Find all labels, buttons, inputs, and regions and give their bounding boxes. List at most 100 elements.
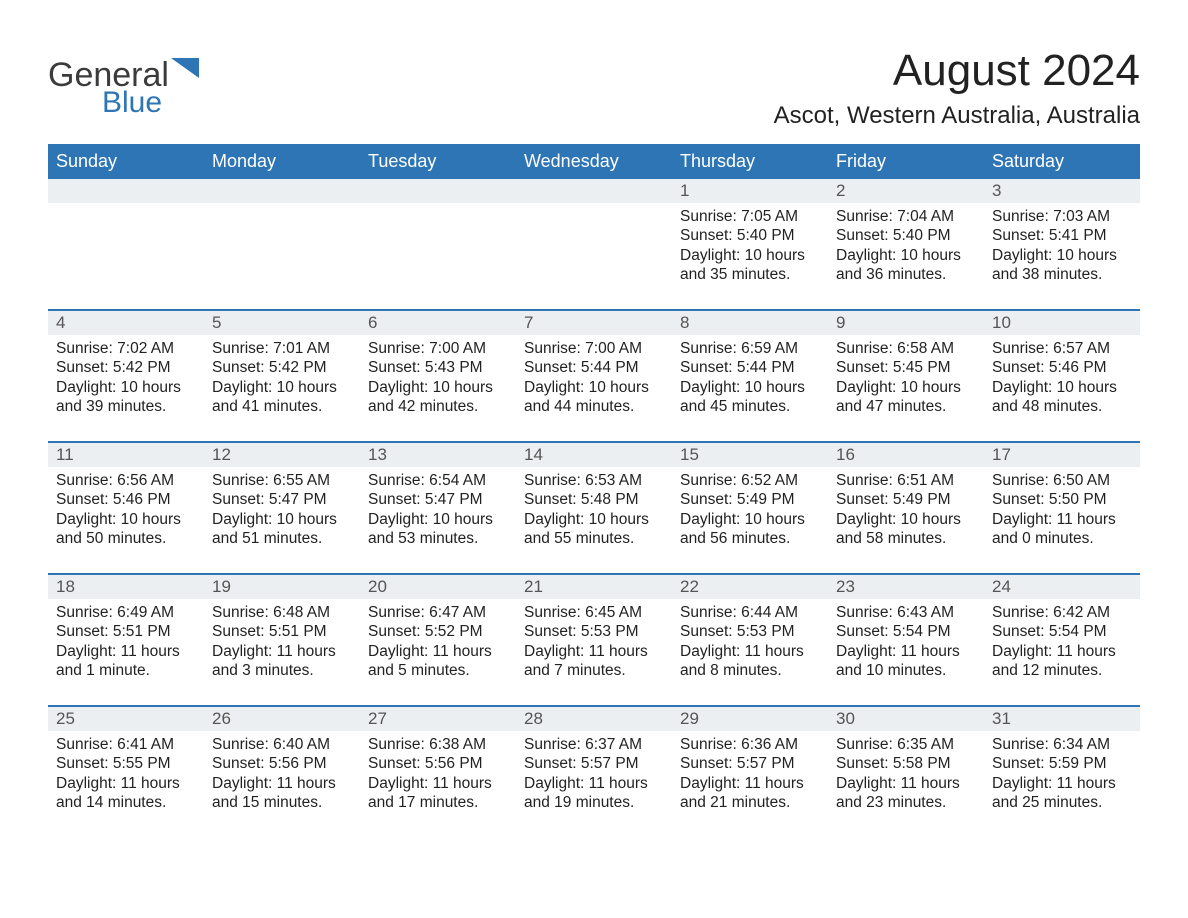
day-sunrise: Sunrise: 7:01 AM <box>212 339 352 358</box>
day-sunrise: Sunrise: 6:42 AM <box>992 603 1132 622</box>
day-sunrise: Sunrise: 6:44 AM <box>680 603 820 622</box>
day-sunset: Sunset: 5:59 PM <box>992 754 1132 773</box>
day-cell: Sunrise: 6:40 AMSunset: 5:56 PMDaylight:… <box>204 731 360 837</box>
day-tail: and 21 minutes. <box>680 793 820 812</box>
day-sunrise: Sunrise: 6:48 AM <box>212 603 352 622</box>
day-cell: Sunrise: 6:51 AMSunset: 5:49 PMDaylight:… <box>828 467 984 573</box>
day-number: 26 <box>204 707 360 731</box>
day-cell: Sunrise: 6:42 AMSunset: 5:54 PMDaylight:… <box>984 599 1140 705</box>
dow-header: Friday <box>828 144 984 179</box>
day-sunrise: Sunrise: 6:53 AM <box>524 471 664 490</box>
day-sunset: Sunset: 5:52 PM <box>368 622 508 641</box>
day-number: 9 <box>828 311 984 335</box>
day-cell <box>48 203 204 309</box>
day-sunrise: Sunrise: 6:43 AM <box>836 603 976 622</box>
day-daylight: Daylight: 10 hours <box>212 510 352 529</box>
month-title: August 2024 <box>774 46 1140 96</box>
day-sunrise: Sunrise: 6:34 AM <box>992 735 1132 754</box>
day-tail: and 39 minutes. <box>56 397 196 416</box>
day-number: 7 <box>516 311 672 335</box>
day-sunset: Sunset: 5:41 PM <box>992 226 1132 245</box>
day-cell: Sunrise: 6:49 AMSunset: 5:51 PMDaylight:… <box>48 599 204 705</box>
day-sunset: Sunset: 5:56 PM <box>368 754 508 773</box>
day-sunset: Sunset: 5:44 PM <box>524 358 664 377</box>
day-tail: and 38 minutes. <box>992 265 1132 284</box>
brand-name-bottom: Blue <box>102 86 205 120</box>
day-cell: Sunrise: 6:34 AMSunset: 5:59 PMDaylight:… <box>984 731 1140 837</box>
day-cell: Sunrise: 6:50 AMSunset: 5:50 PMDaylight:… <box>984 467 1140 573</box>
day-number <box>48 179 204 203</box>
title-block: August 2024 Ascot, Western Australia, Au… <box>774 30 1140 130</box>
day-number: 20 <box>360 575 516 599</box>
day-number: 14 <box>516 443 672 467</box>
dow-header: Monday <box>204 144 360 179</box>
day-number: 5 <box>204 311 360 335</box>
day-number: 25 <box>48 707 204 731</box>
day-tail: and 25 minutes. <box>992 793 1132 812</box>
day-daylight: Daylight: 10 hours <box>212 378 352 397</box>
day-sunset: Sunset: 5:50 PM <box>992 490 1132 509</box>
day-sunset: Sunset: 5:58 PM <box>836 754 976 773</box>
day-tail: and 10 minutes. <box>836 661 976 680</box>
day-sunrise: Sunrise: 6:36 AM <box>680 735 820 754</box>
day-sunset: Sunset: 5:55 PM <box>56 754 196 773</box>
day-cell: Sunrise: 6:44 AMSunset: 5:53 PMDaylight:… <box>672 599 828 705</box>
day-number: 23 <box>828 575 984 599</box>
day-cell: Sunrise: 6:56 AMSunset: 5:46 PMDaylight:… <box>48 467 204 573</box>
day-number: 1 <box>672 179 828 203</box>
week-body-row: Sunrise: 6:49 AMSunset: 5:51 PMDaylight:… <box>48 599 1140 705</box>
daynum-strip: 45678910 <box>48 309 1140 335</box>
calendar: Sunday Monday Tuesday Wednesday Thursday… <box>48 144 1140 837</box>
brand-text-block: General Blue <box>48 58 205 120</box>
day-cell: Sunrise: 6:57 AMSunset: 5:46 PMDaylight:… <box>984 335 1140 441</box>
dow-header: Thursday <box>672 144 828 179</box>
day-number: 8 <box>672 311 828 335</box>
day-sunset: Sunset: 5:56 PM <box>212 754 352 773</box>
dow-header: Tuesday <box>360 144 516 179</box>
week-body-row: Sunrise: 6:56 AMSunset: 5:46 PMDaylight:… <box>48 467 1140 573</box>
day-number <box>360 179 516 203</box>
day-daylight: Daylight: 11 hours <box>680 642 820 661</box>
day-cell: Sunrise: 6:37 AMSunset: 5:57 PMDaylight:… <box>516 731 672 837</box>
day-sunset: Sunset: 5:42 PM <box>212 358 352 377</box>
day-daylight: Daylight: 11 hours <box>524 642 664 661</box>
day-daylight: Daylight: 11 hours <box>368 642 508 661</box>
day-cell: Sunrise: 6:38 AMSunset: 5:56 PMDaylight:… <box>360 731 516 837</box>
day-daylight: Daylight: 10 hours <box>680 378 820 397</box>
day-tail: and 44 minutes. <box>524 397 664 416</box>
day-sunset: Sunset: 5:51 PM <box>212 622 352 641</box>
day-sunrise: Sunrise: 6:37 AM <box>524 735 664 754</box>
day-daylight: Daylight: 10 hours <box>836 510 976 529</box>
day-sunset: Sunset: 5:57 PM <box>680 754 820 773</box>
day-sunrise: Sunrise: 6:57 AM <box>992 339 1132 358</box>
day-daylight: Daylight: 10 hours <box>368 510 508 529</box>
day-cell: Sunrise: 7:02 AMSunset: 5:42 PMDaylight:… <box>48 335 204 441</box>
day-sunrise: Sunrise: 6:38 AM <box>368 735 508 754</box>
day-sunset: Sunset: 5:45 PM <box>836 358 976 377</box>
day-daylight: Daylight: 11 hours <box>368 774 508 793</box>
day-sunrise: Sunrise: 6:35 AM <box>836 735 976 754</box>
week-body-row: Sunrise: 7:02 AMSunset: 5:42 PMDaylight:… <box>48 335 1140 441</box>
day-cell <box>516 203 672 309</box>
day-number: 4 <box>48 311 204 335</box>
day-tail: and 45 minutes. <box>680 397 820 416</box>
day-sunset: Sunset: 5:44 PM <box>680 358 820 377</box>
day-number: 12 <box>204 443 360 467</box>
day-sunrise: Sunrise: 7:05 AM <box>680 207 820 226</box>
day-tail: and 48 minutes. <box>992 397 1132 416</box>
day-number: 6 <box>360 311 516 335</box>
day-sunrise: Sunrise: 7:03 AM <box>992 207 1132 226</box>
day-daylight: Daylight: 10 hours <box>680 246 820 265</box>
day-sunset: Sunset: 5:51 PM <box>56 622 196 641</box>
day-number: 15 <box>672 443 828 467</box>
day-number: 3 <box>984 179 1140 203</box>
day-tail: and 35 minutes. <box>680 265 820 284</box>
day-sunrise: Sunrise: 6:47 AM <box>368 603 508 622</box>
day-tail: and 58 minutes. <box>836 529 976 548</box>
day-sunset: Sunset: 5:40 PM <box>680 226 820 245</box>
day-daylight: Daylight: 11 hours <box>836 642 976 661</box>
day-sunset: Sunset: 5:47 PM <box>212 490 352 509</box>
day-number: 13 <box>360 443 516 467</box>
day-number <box>516 179 672 203</box>
day-tail: and 7 minutes. <box>524 661 664 680</box>
